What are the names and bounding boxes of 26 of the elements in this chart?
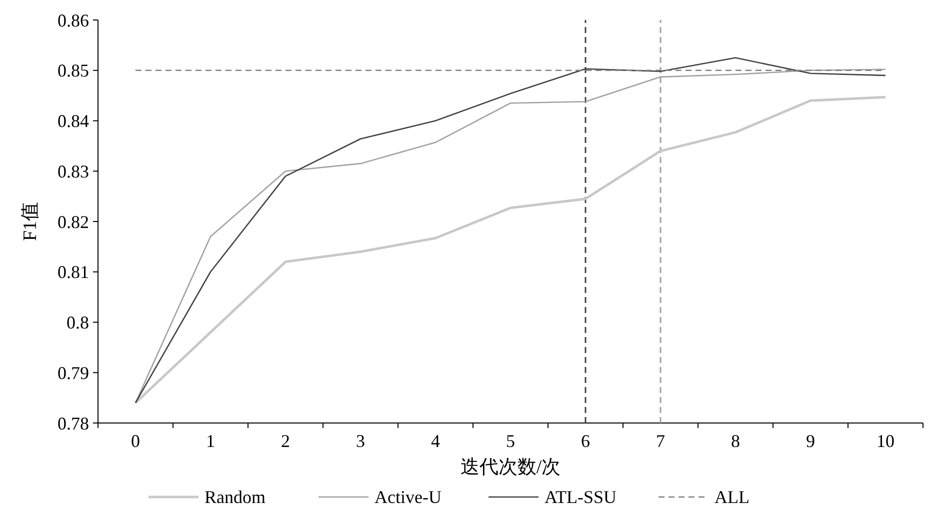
x-tick-label: 5 <box>506 431 515 451</box>
x-tick-label: 8 <box>731 431 740 451</box>
x-tick-label: 6 <box>581 431 590 451</box>
legend-label: Active-U <box>374 487 442 507</box>
x-axis-title: 迭代次数/次 <box>460 457 561 478</box>
y-tick-label: 0.78 <box>58 413 89 434</box>
x-tick-label: 3 <box>356 431 365 451</box>
x-tick-label: 7 <box>656 431 665 451</box>
x-tick-label: 1 <box>206 431 215 451</box>
y-tick-label: 0.86 <box>58 10 89 30</box>
legend-label: ATL-SSU <box>544 487 617 507</box>
y-tick-label: 0.82 <box>58 212 89 232</box>
y-tick-label: 0.83 <box>58 161 89 182</box>
y-tick-label: 0.81 <box>58 262 89 282</box>
y-tick-label: 0.84 <box>58 111 89 132</box>
y-tick-label: 0.8 <box>66 312 89 333</box>
x-tick-label: 10 <box>876 431 894 451</box>
y-tick-label: 0.79 <box>58 362 89 383</box>
legend-label: ALL <box>714 487 750 507</box>
x-tick-label: 9 <box>806 431 815 451</box>
legend-label: Random <box>204 487 266 507</box>
x-tick-label: 4 <box>431 431 440 451</box>
y-tick-label: 0.85 <box>58 60 89 81</box>
x-tick-label: 0 <box>131 431 140 451</box>
y-axis-title: F1值 <box>20 202 41 242</box>
x-tick-label: 2 <box>281 431 290 451</box>
